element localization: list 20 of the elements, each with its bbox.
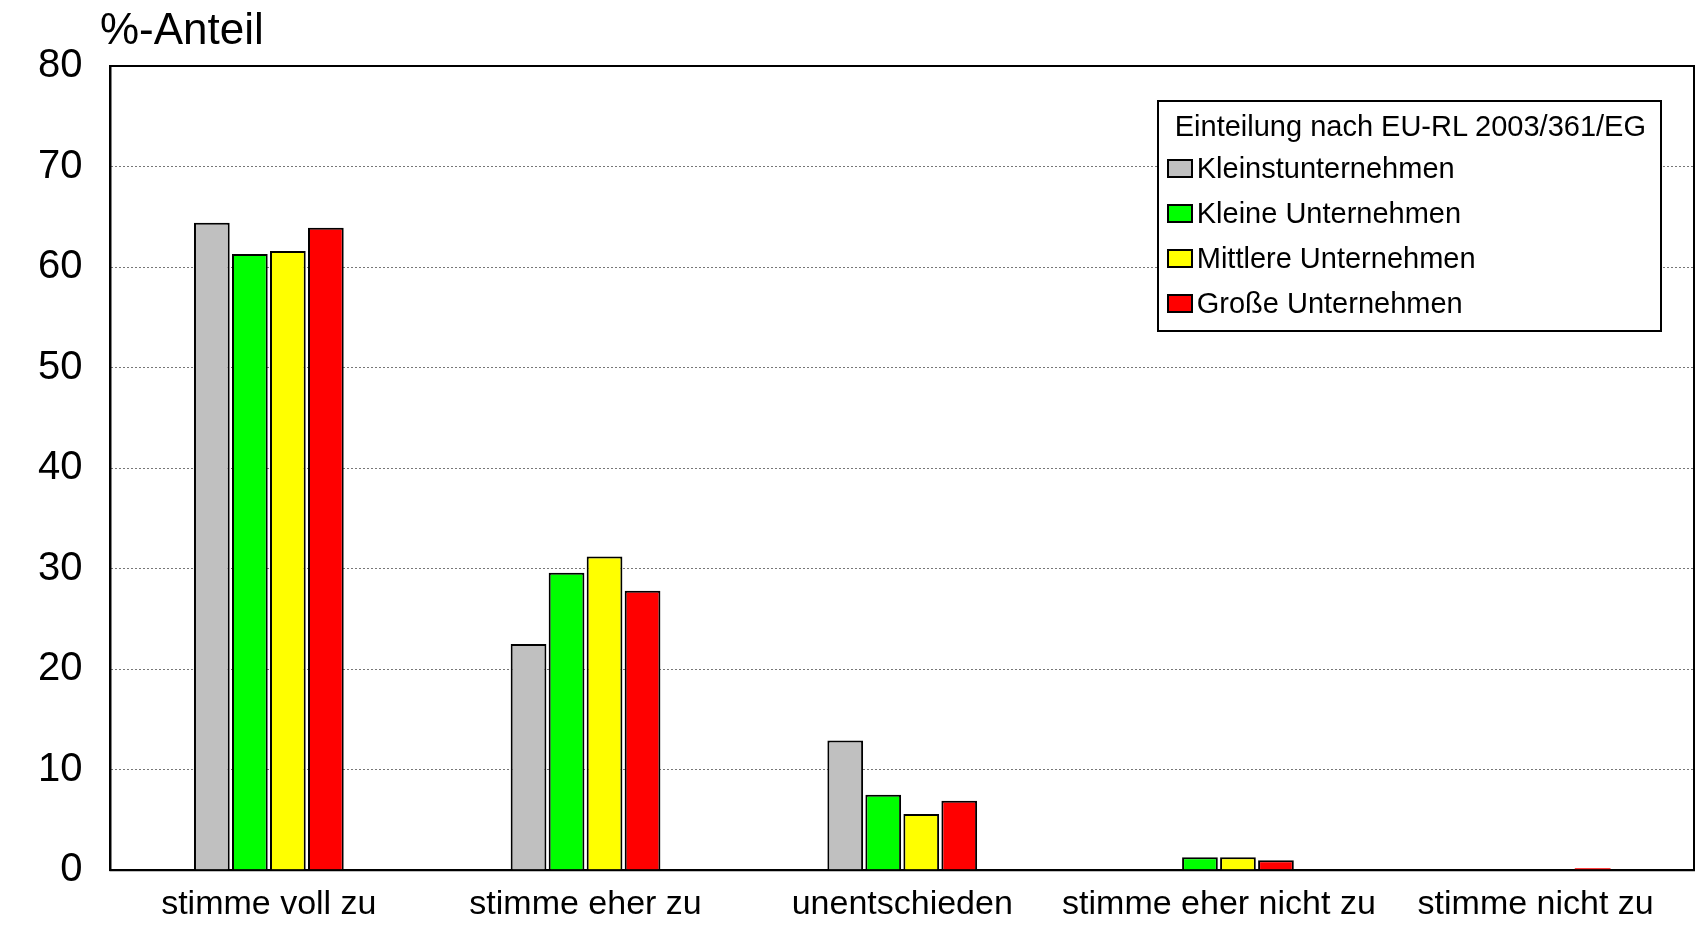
x-tick-label: stimme eher nicht zu <box>1062 882 1376 921</box>
x-tick-label: stimme nicht zu <box>1417 882 1654 921</box>
legend-label: Kleine Unternehmen <box>1196 196 1462 231</box>
x-tick-label: unentschieden <box>791 882 1013 921</box>
y-tick-label: 40 <box>37 443 83 488</box>
legend-label: Mittlere Unternehmen <box>1196 241 1476 276</box>
y-tick-label: 30 <box>37 543 83 588</box>
legend-label: Große Unternehmen <box>1196 286 1463 321</box>
y-tick-label: 60 <box>37 242 83 287</box>
y-tick-label: 20 <box>37 644 83 689</box>
y-tick-label: 0 <box>60 845 83 890</box>
x-tick-label: stimme eher zu <box>469 882 702 921</box>
legend-title: Einteilung nach EU-RL 2003/361/EG <box>1174 109 1646 144</box>
y-tick-label: 70 <box>37 141 83 186</box>
y-tick-label: 80 <box>37 41 83 86</box>
x-tick-label: stimme voll zu <box>161 882 377 921</box>
legend-label: Kleinstunternehmen <box>1196 151 1455 186</box>
y-tick-label: 50 <box>37 342 83 387</box>
y-axis-title: %-Anteil <box>100 4 264 54</box>
y-tick-label: 10 <box>37 744 83 789</box>
